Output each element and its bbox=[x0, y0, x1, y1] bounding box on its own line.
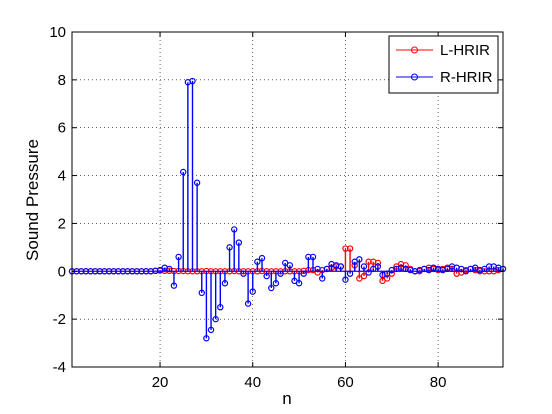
y-tick-label: 10 bbox=[49, 24, 66, 41]
stem-marker bbox=[374, 259, 382, 267]
stem-marker bbox=[319, 275, 326, 282]
stem-marker bbox=[272, 280, 280, 287]
stem-marker bbox=[295, 280, 303, 287]
stem-marker bbox=[203, 335, 210, 342]
stem-marker bbox=[207, 326, 215, 334]
stem-marker bbox=[268, 284, 275, 292]
stem-marker bbox=[360, 263, 368, 270]
stem-marker bbox=[235, 239, 243, 246]
y-tick-label: -4 bbox=[53, 359, 66, 376]
y-tick-label: 6 bbox=[58, 120, 66, 137]
plot-frame bbox=[71, 31, 504, 368]
stem-marker bbox=[189, 77, 196, 85]
legend-marker-l-hrir bbox=[411, 46, 418, 54]
legend-box bbox=[388, 35, 499, 94]
stem-marker bbox=[346, 270, 354, 277]
y-tick-label: 2 bbox=[58, 215, 66, 232]
stem-marker bbox=[170, 282, 178, 289]
stem-marker bbox=[346, 245, 354, 252]
y-axis-label: Sound Pressure bbox=[23, 139, 42, 261]
stem-marker bbox=[263, 272, 270, 280]
x-tick-label: 80 bbox=[430, 374, 447, 391]
stem-marker bbox=[258, 254, 266, 262]
stem-marker bbox=[217, 303, 224, 311]
stem-marker bbox=[342, 276, 349, 283]
axis-ticks: 20 40 60 80 -4 -2 0 2 4 6 8 10 bbox=[49, 24, 503, 391]
stem-marker bbox=[277, 270, 284, 277]
stem-marker bbox=[193, 179, 201, 186]
stem-marker bbox=[365, 269, 372, 276]
y-tick-label: 0 bbox=[58, 263, 66, 280]
stem-marker bbox=[286, 262, 294, 269]
x-tick-label: 20 bbox=[152, 374, 169, 391]
x-axis-label: n bbox=[282, 389, 291, 408]
stem-marker bbox=[198, 289, 205, 297]
legend-label-l-hrir: L-HRIR bbox=[440, 42, 490, 59]
stem-marker bbox=[249, 288, 256, 295]
stem-marker bbox=[244, 300, 252, 307]
stem-marker bbox=[374, 263, 382, 270]
y-tick-label: 8 bbox=[58, 72, 66, 89]
stem-marker bbox=[309, 253, 317, 261]
stem-marker bbox=[231, 226, 238, 233]
stem-marker bbox=[300, 270, 307, 277]
stem-marker bbox=[337, 263, 344, 270]
stem-marker bbox=[226, 244, 233, 251]
legend-marker-r-hrir bbox=[411, 73, 418, 81]
stem-marker bbox=[383, 270, 391, 277]
stem-marker bbox=[175, 253, 182, 261]
x-tick-label: 60 bbox=[337, 374, 354, 391]
stem-marker bbox=[254, 258, 261, 265]
stem-marker bbox=[240, 270, 247, 277]
stem-marker bbox=[212, 315, 219, 323]
stem-marker bbox=[180, 168, 187, 176]
y-tick-label: -2 bbox=[53, 311, 66, 328]
legend: L-HRIR R-HRIR bbox=[388, 35, 499, 94]
y-tick-label: 4 bbox=[58, 168, 66, 185]
series-r-hrir bbox=[68, 77, 507, 342]
x-tick-label: 40 bbox=[244, 374, 261, 391]
stem-marker bbox=[360, 272, 368, 280]
data-stems bbox=[68, 77, 507, 342]
stem-marker bbox=[166, 265, 173, 273]
stem-marker bbox=[221, 280, 229, 287]
stem-marker bbox=[314, 265, 321, 273]
legend-label-r-hrir: R-HRIR bbox=[440, 69, 493, 86]
stem-marker bbox=[356, 256, 363, 263]
stem-marker bbox=[323, 265, 331, 273]
